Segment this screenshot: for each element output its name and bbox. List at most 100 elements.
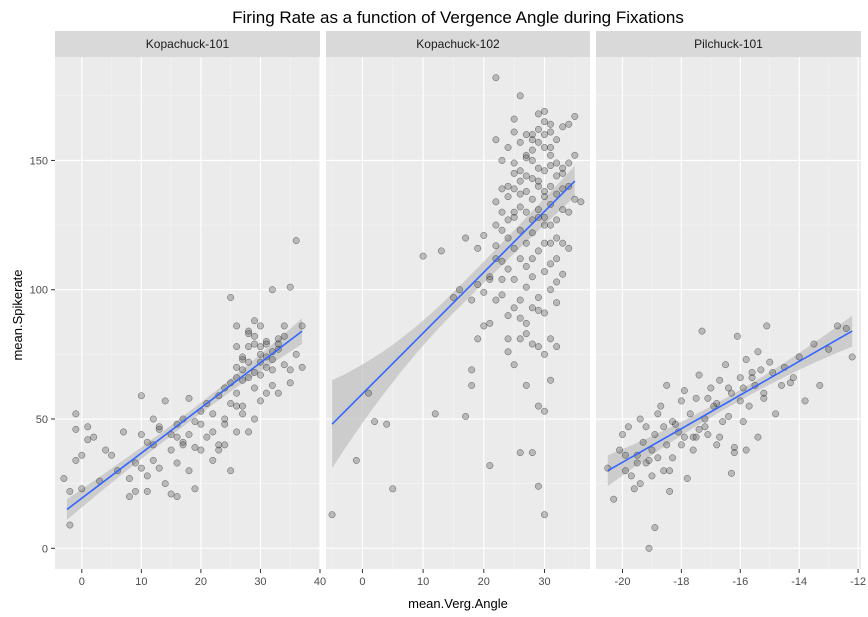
data-point [571, 195, 579, 203]
data-point [251, 317, 258, 325]
data-point [143, 438, 151, 446]
data-point [504, 193, 512, 201]
data-point [239, 410, 247, 418]
data-point [498, 208, 506, 216]
data-point [522, 319, 530, 327]
data-point [498, 275, 506, 283]
data-point [522, 151, 530, 159]
data-point [553, 234, 561, 242]
data-point [504, 182, 512, 190]
x-tick-label: 30 [538, 576, 550, 588]
data-point [78, 451, 86, 459]
data-point [547, 286, 555, 294]
data-point [498, 257, 506, 265]
data-point [504, 265, 512, 273]
data-point [256, 343, 264, 351]
y-tick-label: 0 [42, 543, 48, 555]
data-point [480, 231, 488, 239]
data-point [227, 294, 235, 301]
data-point [173, 459, 181, 467]
data-point [760, 394, 768, 402]
data-point [654, 454, 662, 462]
data-point [510, 304, 518, 312]
data-point [468, 366, 476, 374]
data-point [233, 389, 241, 397]
data-point [648, 446, 656, 454]
data-point [449, 294, 457, 301]
data-point [516, 226, 524, 234]
data-point [516, 449, 524, 457]
data-point [666, 467, 674, 475]
data-point [716, 376, 724, 384]
data-point [179, 438, 187, 446]
data-point [516, 138, 524, 146]
data-point [227, 467, 235, 475]
data-point [651, 431, 659, 438]
x-tick-label: -16 [732, 576, 748, 588]
data-point [639, 438, 647, 446]
data-point [547, 239, 555, 247]
data-point [559, 239, 567, 247]
data-point [437, 247, 445, 255]
data-point [383, 420, 391, 428]
data-point [669, 418, 677, 426]
data-point [547, 144, 555, 151]
data-point [262, 389, 270, 397]
data-point [60, 475, 68, 482]
data-point [833, 322, 841, 330]
x-tick-label: 20 [195, 576, 207, 588]
data-point [553, 136, 561, 144]
data-point [268, 356, 276, 363]
data-point [722, 361, 730, 369]
data-point [137, 392, 145, 400]
data-point [251, 384, 258, 392]
data-point [541, 511, 548, 519]
data-point [727, 389, 735, 397]
data-point [528, 156, 536, 164]
data-point [161, 480, 169, 488]
data-point [534, 343, 542, 351]
data-point [725, 384, 732, 392]
data-point [528, 136, 536, 144]
data-point [541, 131, 548, 139]
data-point [268, 286, 276, 294]
data-point [689, 433, 697, 441]
y-tick-label: 50 [36, 414, 48, 426]
data-point [239, 402, 247, 410]
data-point [739, 418, 747, 426]
data-point [143, 487, 151, 495]
data-point [84, 423, 92, 431]
data-point [534, 182, 542, 190]
data-point [553, 159, 561, 167]
data-point [528, 304, 536, 312]
data-point [245, 358, 252, 366]
data-point [619, 431, 626, 438]
data-point [565, 244, 573, 252]
data-point [516, 296, 524, 304]
data-point [547, 335, 555, 343]
facet-strip-label: Pilchuck-101 [694, 37, 763, 51]
data-point [621, 467, 629, 475]
data-point [510, 128, 518, 136]
data-point [221, 441, 229, 449]
data-point [474, 244, 482, 252]
x-tick-label: 0 [359, 576, 365, 588]
data-point [660, 467, 668, 475]
x-tick-label: 10 [135, 576, 147, 588]
data-point [642, 423, 650, 431]
data-point [352, 456, 360, 464]
data-point [251, 340, 258, 348]
data-point [504, 216, 512, 224]
data-point [547, 162, 555, 170]
data-point [547, 120, 555, 128]
data-point [648, 472, 656, 480]
trend-line [607, 330, 853, 472]
data-point [504, 312, 512, 320]
data-point [486, 273, 494, 281]
data-point [256, 371, 264, 379]
data-point [262, 337, 270, 345]
data-point [686, 410, 694, 418]
data-point [298, 322, 306, 330]
data-point [221, 415, 229, 423]
y-tick-label: 100 [30, 285, 48, 297]
